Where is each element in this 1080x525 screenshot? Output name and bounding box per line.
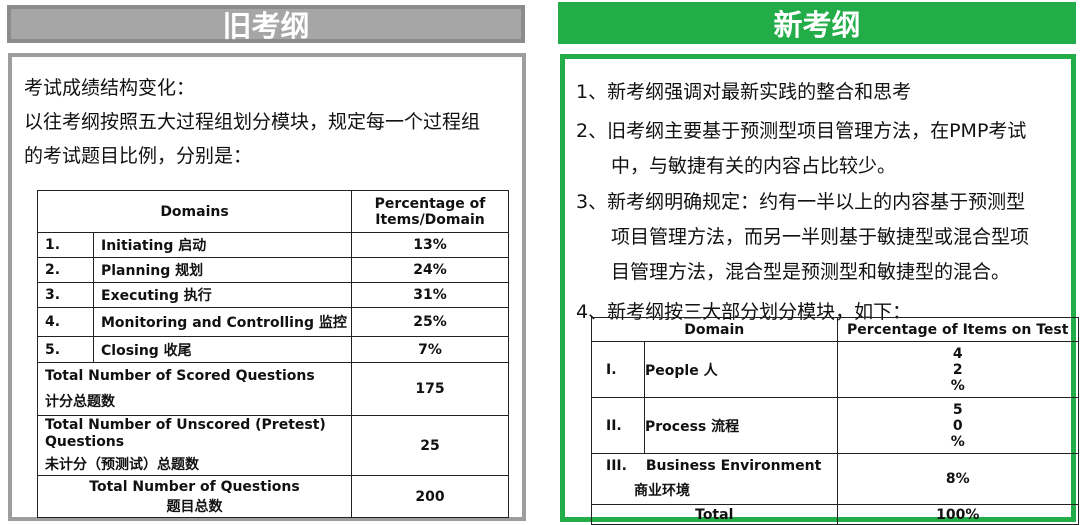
header-domains: Domains (37, 190, 352, 233)
new-syllabus-banner: 新考纲 (558, 2, 1076, 44)
scored-questions-value: 175 (351, 362, 509, 416)
table-row: 1. Initiating 启动 13% (37, 232, 509, 258)
old-intro-line-2: 以往考纲按照五大过程组划分模块，规定每一个过程组 (24, 111, 481, 133)
unscored-questions-value: 25 (351, 415, 509, 476)
header-percentage: Percentage of Items on Test (836, 317, 1079, 342)
people-value-digit-1: 4 (952, 345, 963, 362)
row-label: Initiating 启动 (93, 232, 352, 258)
old-syllabus-banner: 旧考纲 (7, 5, 525, 43)
header-percentage-line-2: Items/Domain (375, 211, 485, 228)
row-value: 7% (351, 336, 509, 363)
table-header-row: Domains Percentage of Items/Domain (37, 190, 509, 233)
unscored-questions-label-en: Total Number of Unscored (Pretest) Quest… (45, 417, 326, 450)
total-questions-label: Total Number of Questions 题目总数 (37, 475, 352, 518)
new-point-3-line-3: 目管理方法，混合型是预测型和敏捷型的混合。 (611, 261, 1011, 283)
row-value: 31% (351, 282, 509, 308)
unscored-questions-label-cn: 未计分（预测试）总题数 (45, 457, 199, 473)
header-percentage: Percentage of Items/Domain (351, 190, 509, 233)
new-syllabus-title: 新考纲 (773, 8, 861, 42)
process-value-digit-1: 5 (952, 401, 963, 418)
people-value-digit-2: 2 (952, 361, 963, 378)
business-environment-label: III. Business Environment 商业环境 (591, 453, 838, 505)
business-environment-label-cn: 商业环境 (634, 483, 690, 499)
new-point-2-line-1: 2、旧考纲主要基于预测型项目管理方法，在PMP考试 (576, 120, 1027, 142)
old-domains-table: Domains Percentage of Items/Domain 1. In… (37, 190, 509, 518)
table-header-row: Domain Percentage of Items on Test (591, 317, 1079, 342)
row-number: 5. (37, 336, 94, 363)
process-value: 5 0 % (836, 397, 1079, 454)
row-value: 24% (351, 257, 509, 283)
total-value: 100% (836, 504, 1079, 525)
business-environment-number: III. (606, 458, 627, 474)
people-value: 4 2 % (836, 341, 1079, 398)
total-label: Total (591, 504, 838, 525)
old-syllabus-title: 旧考纲 (222, 9, 310, 43)
unscored-questions-row: Total Number of Unscored (Pretest) Quest… (37, 415, 509, 476)
people-number: I. (591, 341, 645, 398)
new-point-3-line-2: 项目管理方法，而另一半则基于敏捷型或混合型项 (611, 226, 1030, 248)
unscored-questions-label: Total Number of Unscored (Pretest) Quest… (37, 415, 352, 476)
business-environment-value: 8% (836, 453, 1079, 505)
row-value: 25% (351, 307, 509, 337)
header-domain: Domain (591, 317, 838, 342)
header-percentage-line-1: Percentage of (374, 195, 486, 212)
process-number: II. (591, 397, 645, 454)
old-intro-line-3: 的考试题目比例，分别是： (24, 145, 253, 167)
process-row: II. Process 流程 5 0 % (591, 397, 1079, 454)
row-label: Monitoring and Controlling 监控 (93, 307, 352, 337)
new-point-2-line-2: 中，与敏捷有关的内容占比较少。 (611, 155, 897, 177)
row-label: Closing 收尾 (93, 336, 352, 363)
row-label: Executing 执行 (93, 282, 352, 308)
row-label: Planning 规划 (93, 257, 352, 283)
table-row: 5. Closing 收尾 7% (37, 336, 509, 363)
table-row: 2. Planning 规划 24% (37, 257, 509, 283)
total-row: Total 100% (591, 504, 1079, 525)
people-value-percent: % (950, 377, 965, 394)
scored-questions-label-en: Total Number of Scored Questions (45, 368, 315, 384)
old-syllabus-panel: 考试成绩结构变化： 以往考纲按照五大过程组划分模块，规定每一个过程组 的考试题目… (8, 53, 526, 521)
row-number: 1. (37, 232, 94, 258)
total-questions-row: Total Number of Questions 题目总数 200 (37, 475, 509, 518)
business-environment-label-en: Business Environment (645, 458, 822, 474)
total-questions-label-en: Total Number of Questions (89, 478, 300, 495)
scored-questions-label-cn: 计分总题数 (45, 394, 115, 410)
people-row: I. People 人 4 2 % (591, 341, 1079, 398)
new-domains-table: Domain Percentage of Items on Test I. Pe… (591, 317, 1079, 525)
new-point-1: 1、新考纲强调对最新实践的整合和思考 (576, 81, 912, 103)
scored-questions-row: Total Number of Scored Questions 计分总题数 1… (37, 362, 509, 416)
process-value-percent: % (950, 433, 965, 450)
total-questions-label-cn: 题目总数 (166, 498, 223, 515)
total-questions-value: 200 (351, 475, 509, 518)
new-syllabus-panel: 1、新考纲强调对最新实践的整合和思考 2、旧考纲主要基于预测型项目管理方法，在P… (560, 54, 1079, 525)
table-row: 4. Monitoring and Controlling 监控 25% (37, 307, 509, 337)
row-number: 3. (37, 282, 94, 308)
process-value-digit-2: 0 (952, 417, 963, 434)
people-label: People 人 (644, 341, 838, 398)
table-row: 3. Executing 执行 31% (37, 282, 509, 308)
row-value: 13% (351, 232, 509, 258)
old-intro-line-1: 考试成绩结构变化： (24, 77, 196, 99)
business-environment-row: III. Business Environment 商业环境 8% (591, 453, 1079, 505)
new-point-3-line-1: 3、新考纲明确规定：约有一半以上的内容基于预测型 (576, 191, 1026, 213)
process-label: Process 流程 (644, 397, 838, 454)
row-number: 4. (37, 307, 94, 337)
scored-questions-label: Total Number of Scored Questions 计分总题数 (37, 362, 352, 416)
row-number: 2. (37, 257, 94, 283)
